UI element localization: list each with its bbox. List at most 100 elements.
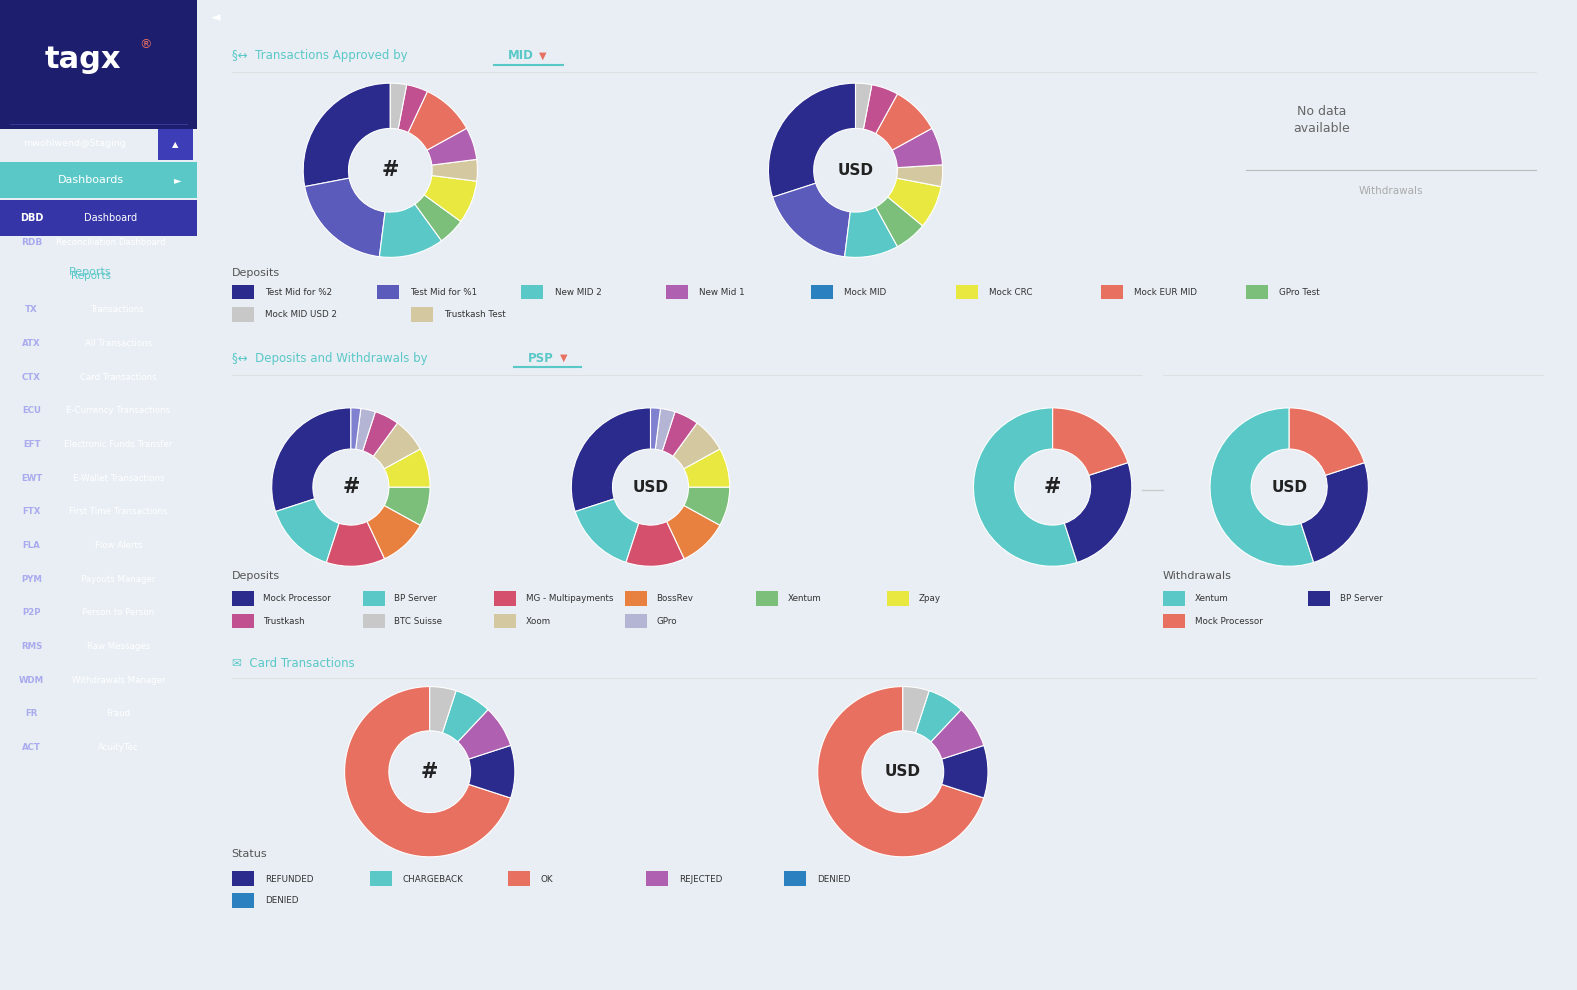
- Text: #: #: [1044, 477, 1061, 497]
- Text: DBD: DBD: [21, 213, 43, 223]
- Text: Withdrawals Manager: Withdrawals Manager: [71, 675, 166, 685]
- Text: Card Transactions: Card Transactions: [80, 372, 156, 382]
- Wedge shape: [1301, 462, 1369, 562]
- Text: FTX: FTX: [22, 507, 41, 517]
- FancyBboxPatch shape: [811, 285, 833, 299]
- FancyBboxPatch shape: [522, 285, 544, 299]
- Text: Deposits: Deposits: [232, 570, 279, 580]
- Wedge shape: [973, 408, 1077, 566]
- Text: tagx: tagx: [44, 45, 121, 74]
- FancyBboxPatch shape: [1307, 591, 1329, 606]
- Text: Mock EUR MID: Mock EUR MID: [1134, 288, 1197, 297]
- Text: USD: USD: [885, 764, 921, 779]
- Text: Reports: Reports: [71, 271, 110, 281]
- Text: Electronic Funds Transfer: Electronic Funds Transfer: [65, 440, 172, 449]
- Wedge shape: [571, 408, 650, 512]
- FancyBboxPatch shape: [377, 285, 399, 299]
- Text: MG - Multipayments: MG - Multipayments: [525, 594, 613, 603]
- Text: Status: Status: [232, 848, 267, 858]
- FancyBboxPatch shape: [494, 591, 516, 606]
- Text: Xoom: Xoom: [525, 617, 550, 626]
- FancyBboxPatch shape: [1162, 591, 1186, 606]
- Text: BTC Suisse: BTC Suisse: [394, 617, 443, 626]
- Text: New Mid 1: New Mid 1: [700, 288, 744, 297]
- Wedge shape: [773, 183, 850, 256]
- Text: Withdrawals: Withdrawals: [1358, 186, 1422, 196]
- Wedge shape: [380, 204, 442, 257]
- Wedge shape: [875, 197, 923, 247]
- Wedge shape: [1064, 462, 1132, 562]
- FancyBboxPatch shape: [0, 162, 197, 198]
- Text: DENIED: DENIED: [265, 896, 298, 905]
- Text: Withdrawals: Withdrawals: [1162, 570, 1232, 580]
- Text: Flow Alerts: Flow Alerts: [95, 541, 142, 550]
- Wedge shape: [904, 687, 929, 733]
- FancyBboxPatch shape: [232, 893, 254, 908]
- Text: REJECTED: REJECTED: [678, 874, 722, 883]
- Wedge shape: [656, 409, 675, 450]
- Text: P2P: P2P: [22, 608, 41, 618]
- Wedge shape: [350, 408, 361, 449]
- FancyBboxPatch shape: [363, 614, 385, 629]
- Text: TX: TX: [25, 305, 38, 315]
- Wedge shape: [941, 745, 987, 798]
- Text: E-Wallet Transactions: E-Wallet Transactions: [73, 473, 164, 483]
- Wedge shape: [345, 687, 511, 856]
- FancyBboxPatch shape: [645, 871, 667, 886]
- Text: DENIED: DENIED: [817, 874, 850, 883]
- Text: Raw Messages: Raw Messages: [87, 642, 150, 651]
- Text: Person to Person: Person to Person: [82, 608, 155, 618]
- Wedge shape: [673, 423, 721, 469]
- Wedge shape: [845, 207, 897, 257]
- Wedge shape: [626, 522, 684, 566]
- Wedge shape: [888, 178, 941, 226]
- FancyBboxPatch shape: [624, 614, 647, 629]
- Text: ►: ►: [173, 175, 181, 185]
- Text: USD: USD: [1271, 479, 1307, 495]
- Text: BP Server: BP Server: [1339, 594, 1383, 603]
- Wedge shape: [1053, 408, 1128, 475]
- Text: Trustkash Test: Trustkash Test: [445, 311, 506, 320]
- Wedge shape: [326, 522, 385, 566]
- FancyBboxPatch shape: [956, 285, 978, 299]
- Wedge shape: [768, 83, 855, 197]
- Text: FR: FR: [25, 709, 38, 719]
- FancyBboxPatch shape: [755, 591, 777, 606]
- Text: Test Mid for %1: Test Mid for %1: [410, 288, 476, 297]
- Text: PSP: PSP: [528, 351, 554, 364]
- FancyBboxPatch shape: [1101, 285, 1123, 299]
- FancyBboxPatch shape: [667, 285, 688, 299]
- FancyBboxPatch shape: [886, 591, 908, 606]
- Text: PYM: PYM: [21, 574, 43, 584]
- Wedge shape: [385, 448, 431, 487]
- Text: REFUNDED: REFUNDED: [265, 874, 314, 883]
- Text: Xentum: Xentum: [788, 594, 822, 603]
- Wedge shape: [408, 91, 467, 150]
- Wedge shape: [443, 691, 487, 742]
- Wedge shape: [662, 412, 697, 456]
- Text: Reconciliation Dashboard: Reconciliation Dashboard: [55, 238, 166, 248]
- FancyBboxPatch shape: [508, 871, 530, 886]
- Text: Dashboard: Dashboard: [84, 213, 137, 223]
- Text: §↔  Transactions Approved by: §↔ Transactions Approved by: [232, 50, 407, 62]
- Text: Deposits: Deposits: [232, 267, 279, 278]
- Text: RDB: RDB: [21, 238, 43, 248]
- Text: ®: ®: [140, 38, 151, 51]
- Text: All Transactions: All Transactions: [85, 339, 151, 348]
- Text: BossRev: BossRev: [656, 594, 694, 603]
- Wedge shape: [424, 175, 476, 222]
- Text: USD: USD: [632, 479, 669, 495]
- FancyBboxPatch shape: [1162, 614, 1186, 629]
- Text: EWT: EWT: [21, 473, 43, 483]
- Wedge shape: [391, 83, 407, 130]
- FancyBboxPatch shape: [369, 871, 391, 886]
- Text: WDM: WDM: [19, 675, 44, 685]
- FancyBboxPatch shape: [784, 871, 806, 886]
- Text: #: #: [421, 761, 438, 782]
- FancyBboxPatch shape: [232, 871, 254, 886]
- FancyBboxPatch shape: [232, 591, 254, 606]
- Text: #: #: [382, 160, 399, 180]
- Wedge shape: [367, 505, 421, 558]
- Text: ATX: ATX: [22, 339, 41, 348]
- Text: ◄: ◄: [211, 11, 221, 24]
